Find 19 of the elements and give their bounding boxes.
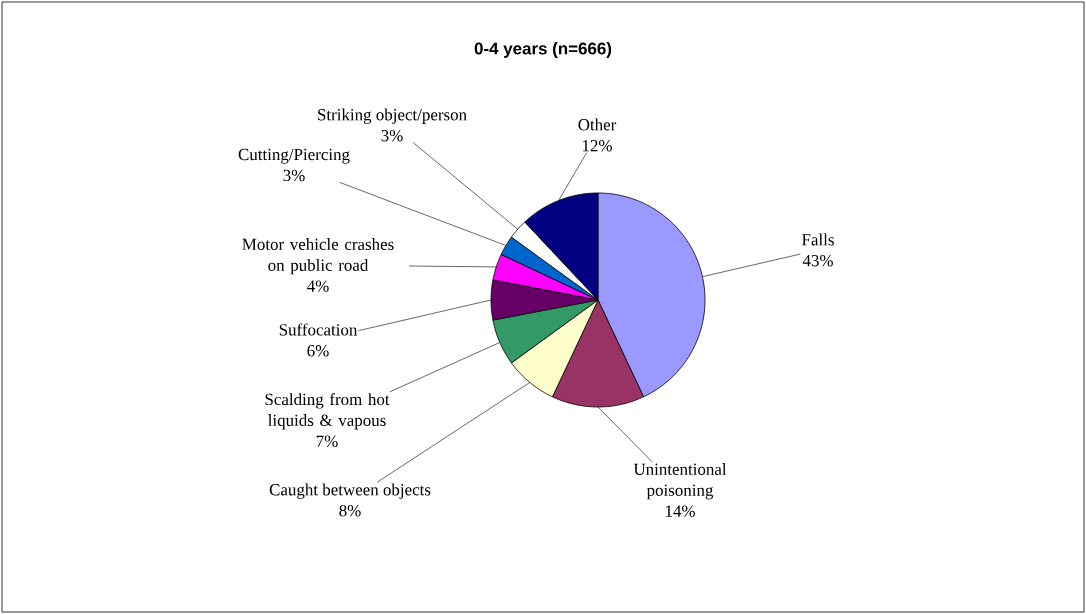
data-label: 3% (381, 129, 403, 142)
data-label: 43% (802, 254, 833, 267)
slice-label: Suffocation (279, 323, 358, 336)
slice-label: Scalding from hot liquids & vapous (265, 393, 390, 430)
data-label: 3% (283, 169, 305, 182)
slice-label: Cutting/Piercing (238, 148, 350, 164)
data-label: 12% (582, 139, 612, 152)
slice-label: Other (578, 118, 617, 131)
slice-label: Unintentional poisoning (633, 463, 727, 500)
data-label: 6% (307, 345, 329, 357)
slice-label: Motor vehicle crashes on public road (242, 238, 394, 275)
data-label: 7% (316, 435, 338, 447)
data-label: 4% (307, 280, 329, 292)
data-label: 14% (665, 505, 695, 517)
data-label: 8% (339, 504, 361, 517)
slice-label: Falls (802, 233, 834, 246)
chart-title: 0-4 years (n=666) (474, 42, 612, 58)
slice-label: Caught between objects (269, 483, 431, 499)
slice-label: Striking object/person (318, 108, 467, 124)
